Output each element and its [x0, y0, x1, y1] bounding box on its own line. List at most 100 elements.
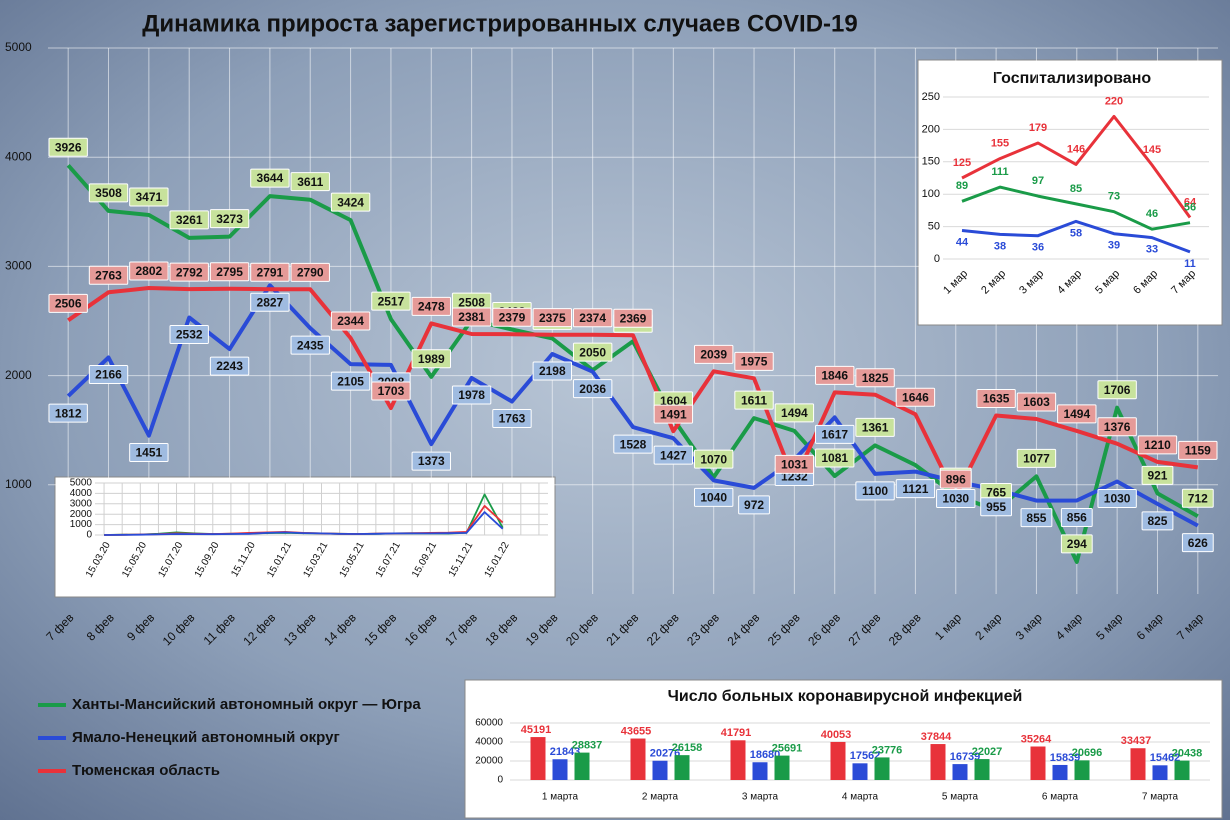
data-label-box — [88, 265, 129, 285]
data-label: 39 — [1108, 240, 1120, 252]
data-label: 1646 — [902, 390, 929, 404]
data-label-box — [451, 385, 492, 405]
data-label: 626 — [1188, 536, 1208, 550]
data-label: 2763 — [95, 268, 122, 282]
data-label: 2517 — [378, 294, 405, 308]
y-tick-label: 40000 — [475, 737, 503, 748]
data-label: 856 — [1067, 511, 1087, 525]
data-label: 3273 — [216, 212, 243, 226]
y-tick-label: 150 — [922, 156, 940, 168]
data-label: 44 — [956, 236, 969, 248]
data-label: 2478 — [418, 300, 445, 314]
series-line — [961, 185, 1191, 231]
data-label: 825 — [1147, 514, 1167, 528]
data-label-box — [1060, 534, 1093, 554]
bar — [552, 759, 568, 780]
data-label-box — [734, 390, 774, 410]
x-tick-label: 2 марта — [642, 792, 679, 803]
y-tick-label: 4000 — [70, 488, 93, 499]
data-label: 97 — [1032, 175, 1044, 187]
data-label: 1703 — [378, 384, 405, 398]
data-label: 2381 — [458, 310, 485, 324]
data-label: 1040 — [700, 491, 727, 505]
data-label: 20696 — [1072, 747, 1103, 759]
data-label-box — [492, 307, 532, 327]
data-label: 64 — [1184, 196, 1197, 208]
bar — [630, 738, 646, 780]
data-label-box — [371, 381, 411, 401]
y-tick-label: 0 — [86, 530, 92, 541]
data-label: 146 — [1067, 143, 1085, 155]
data-label-box — [1141, 465, 1174, 485]
data-label: 20438 — [1172, 747, 1203, 759]
bar — [1152, 765, 1168, 780]
data-label-box — [855, 417, 895, 437]
data-label-box — [895, 479, 936, 499]
data-label-box — [815, 424, 855, 444]
y-tick-label: 60000 — [475, 718, 503, 729]
data-label: 1635 — [983, 392, 1010, 406]
data-label: 18680 — [750, 749, 781, 761]
data-label: 2508 — [458, 295, 485, 309]
data-label: 1975 — [741, 355, 768, 369]
y-tick-label: 100 — [922, 188, 940, 200]
data-label-box — [371, 291, 411, 311]
data-label-box — [330, 192, 371, 212]
data-label: 2802 — [136, 264, 163, 278]
data-label: 294 — [1067, 537, 1087, 551]
legend-label: Ямало-Ненецкий автономный округ — [72, 729, 340, 746]
data-label-box — [129, 443, 169, 463]
data-label-box — [411, 349, 451, 369]
bar — [1130, 748, 1146, 780]
data-label-box — [653, 404, 694, 424]
data-label: 2243 — [216, 359, 243, 373]
data-label-box — [330, 311, 371, 331]
data-label: 2795 — [216, 265, 243, 279]
data-label-box — [815, 365, 855, 385]
data-label-box — [290, 172, 330, 192]
data-label-box — [1057, 404, 1097, 424]
data-label: 2105 — [337, 374, 364, 388]
data-label: 2435 — [297, 338, 324, 352]
data-label: 1763 — [499, 412, 526, 426]
data-label-box — [330, 371, 371, 391]
data-label-box — [1097, 489, 1137, 509]
data-label: 1077 — [1023, 452, 1050, 466]
y-tick-label: 50 — [928, 221, 940, 233]
data-label: 1617 — [821, 428, 848, 442]
data-label: 1031 — [781, 458, 808, 472]
data-label-box — [815, 448, 855, 468]
x-tick-label: 6 марта — [1042, 792, 1079, 803]
data-label-box — [693, 487, 734, 507]
data-label: 21843 — [550, 746, 581, 758]
x-tick-label: 7 марта — [1142, 792, 1179, 803]
data-label: 22027 — [972, 746, 1003, 758]
data-label: 3471 — [136, 190, 163, 204]
data-label: 1491 — [660, 407, 687, 421]
bar — [674, 755, 690, 780]
data-label: 1376 — [1104, 420, 1131, 434]
bar — [652, 760, 668, 780]
data-label-box — [250, 262, 290, 282]
data-label: 1603 — [1023, 395, 1050, 409]
y-tick-label: 5000 — [5, 40, 32, 54]
data-label: 2827 — [257, 295, 284, 309]
data-label-box — [209, 356, 250, 376]
data-label: 1494 — [781, 406, 808, 420]
data-label: 896 — [946, 472, 966, 486]
y-tick-label: 1000 — [5, 477, 32, 491]
data-label-box — [980, 497, 1013, 517]
data-label-box — [1181, 488, 1214, 508]
series-line — [67, 286, 1199, 499]
data-label: 56 — [1184, 202, 1196, 214]
data-label: 2369 — [620, 311, 647, 325]
data-label-box — [613, 308, 653, 328]
bar — [930, 744, 946, 780]
data-label-box — [572, 342, 613, 362]
data-label: 2532 — [176, 328, 203, 342]
data-label-box — [1016, 448, 1057, 468]
data-label-box — [250, 168, 290, 188]
data-label: 2039 — [700, 348, 727, 362]
data-label: 58 — [1070, 227, 1082, 239]
data-label: 11 — [1184, 258, 1196, 270]
